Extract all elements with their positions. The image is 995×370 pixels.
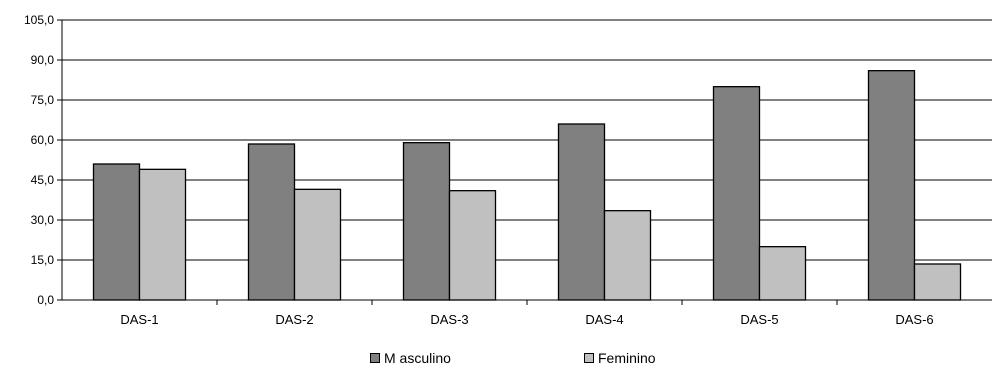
legend-swatch-masculino: [370, 353, 380, 363]
x-tick-label: DAS-1: [120, 312, 158, 327]
bar-masculino-das-1: [92, 163, 141, 301]
legend-item-masculino: M asculino: [370, 348, 451, 368]
bar-feminino-das-4: [603, 210, 652, 301]
bar-feminino-das-3: [448, 190, 497, 301]
y-tick-label: 0,0: [37, 293, 54, 307]
x-tick-label: DAS-3: [430, 312, 468, 327]
y-tick-label: 15,0: [31, 253, 55, 267]
x-tick-label: DAS-6: [895, 312, 933, 327]
x-tick-label: DAS-2: [275, 312, 313, 327]
y-tick-label: 60,0: [31, 133, 55, 147]
bar-masculino-das-3: [402, 142, 451, 301]
legend-item-feminino: Feminino: [584, 348, 656, 368]
bar-masculino-das-2: [247, 143, 296, 301]
legend-swatch-feminino: [584, 353, 594, 363]
bar-feminino-das-6: [913, 263, 962, 301]
bar-feminino-das-1: [138, 168, 187, 301]
legend: M asculino Feminino: [0, 348, 995, 368]
bar-masculino-das-5: [712, 86, 761, 301]
x-tick-label: DAS-5: [740, 312, 778, 327]
legend-label-feminino: Feminino: [598, 350, 656, 366]
y-tick-label: 45,0: [31, 173, 55, 187]
x-tick-label: DAS-4: [585, 312, 623, 327]
bar-masculino-das-6: [867, 70, 916, 301]
bar-chart: 0,0 15,0 30,0 45,0 60,0 75,0 90,0 105,0 DAS-1 DAS…: [24, 13, 992, 327]
bar-feminino-das-2: [293, 188, 342, 301]
legend-label-masculino: M asculino: [384, 350, 451, 366]
y-tick-label: 75,0: [31, 93, 55, 107]
y-tick-label: 30,0: [31, 213, 55, 227]
bar-masculino-das-4: [557, 123, 606, 301]
bar-feminino-das-5: [758, 246, 807, 301]
y-tick-label: 90,0: [31, 53, 55, 67]
y-tick-label: 105,0: [24, 13, 54, 27]
